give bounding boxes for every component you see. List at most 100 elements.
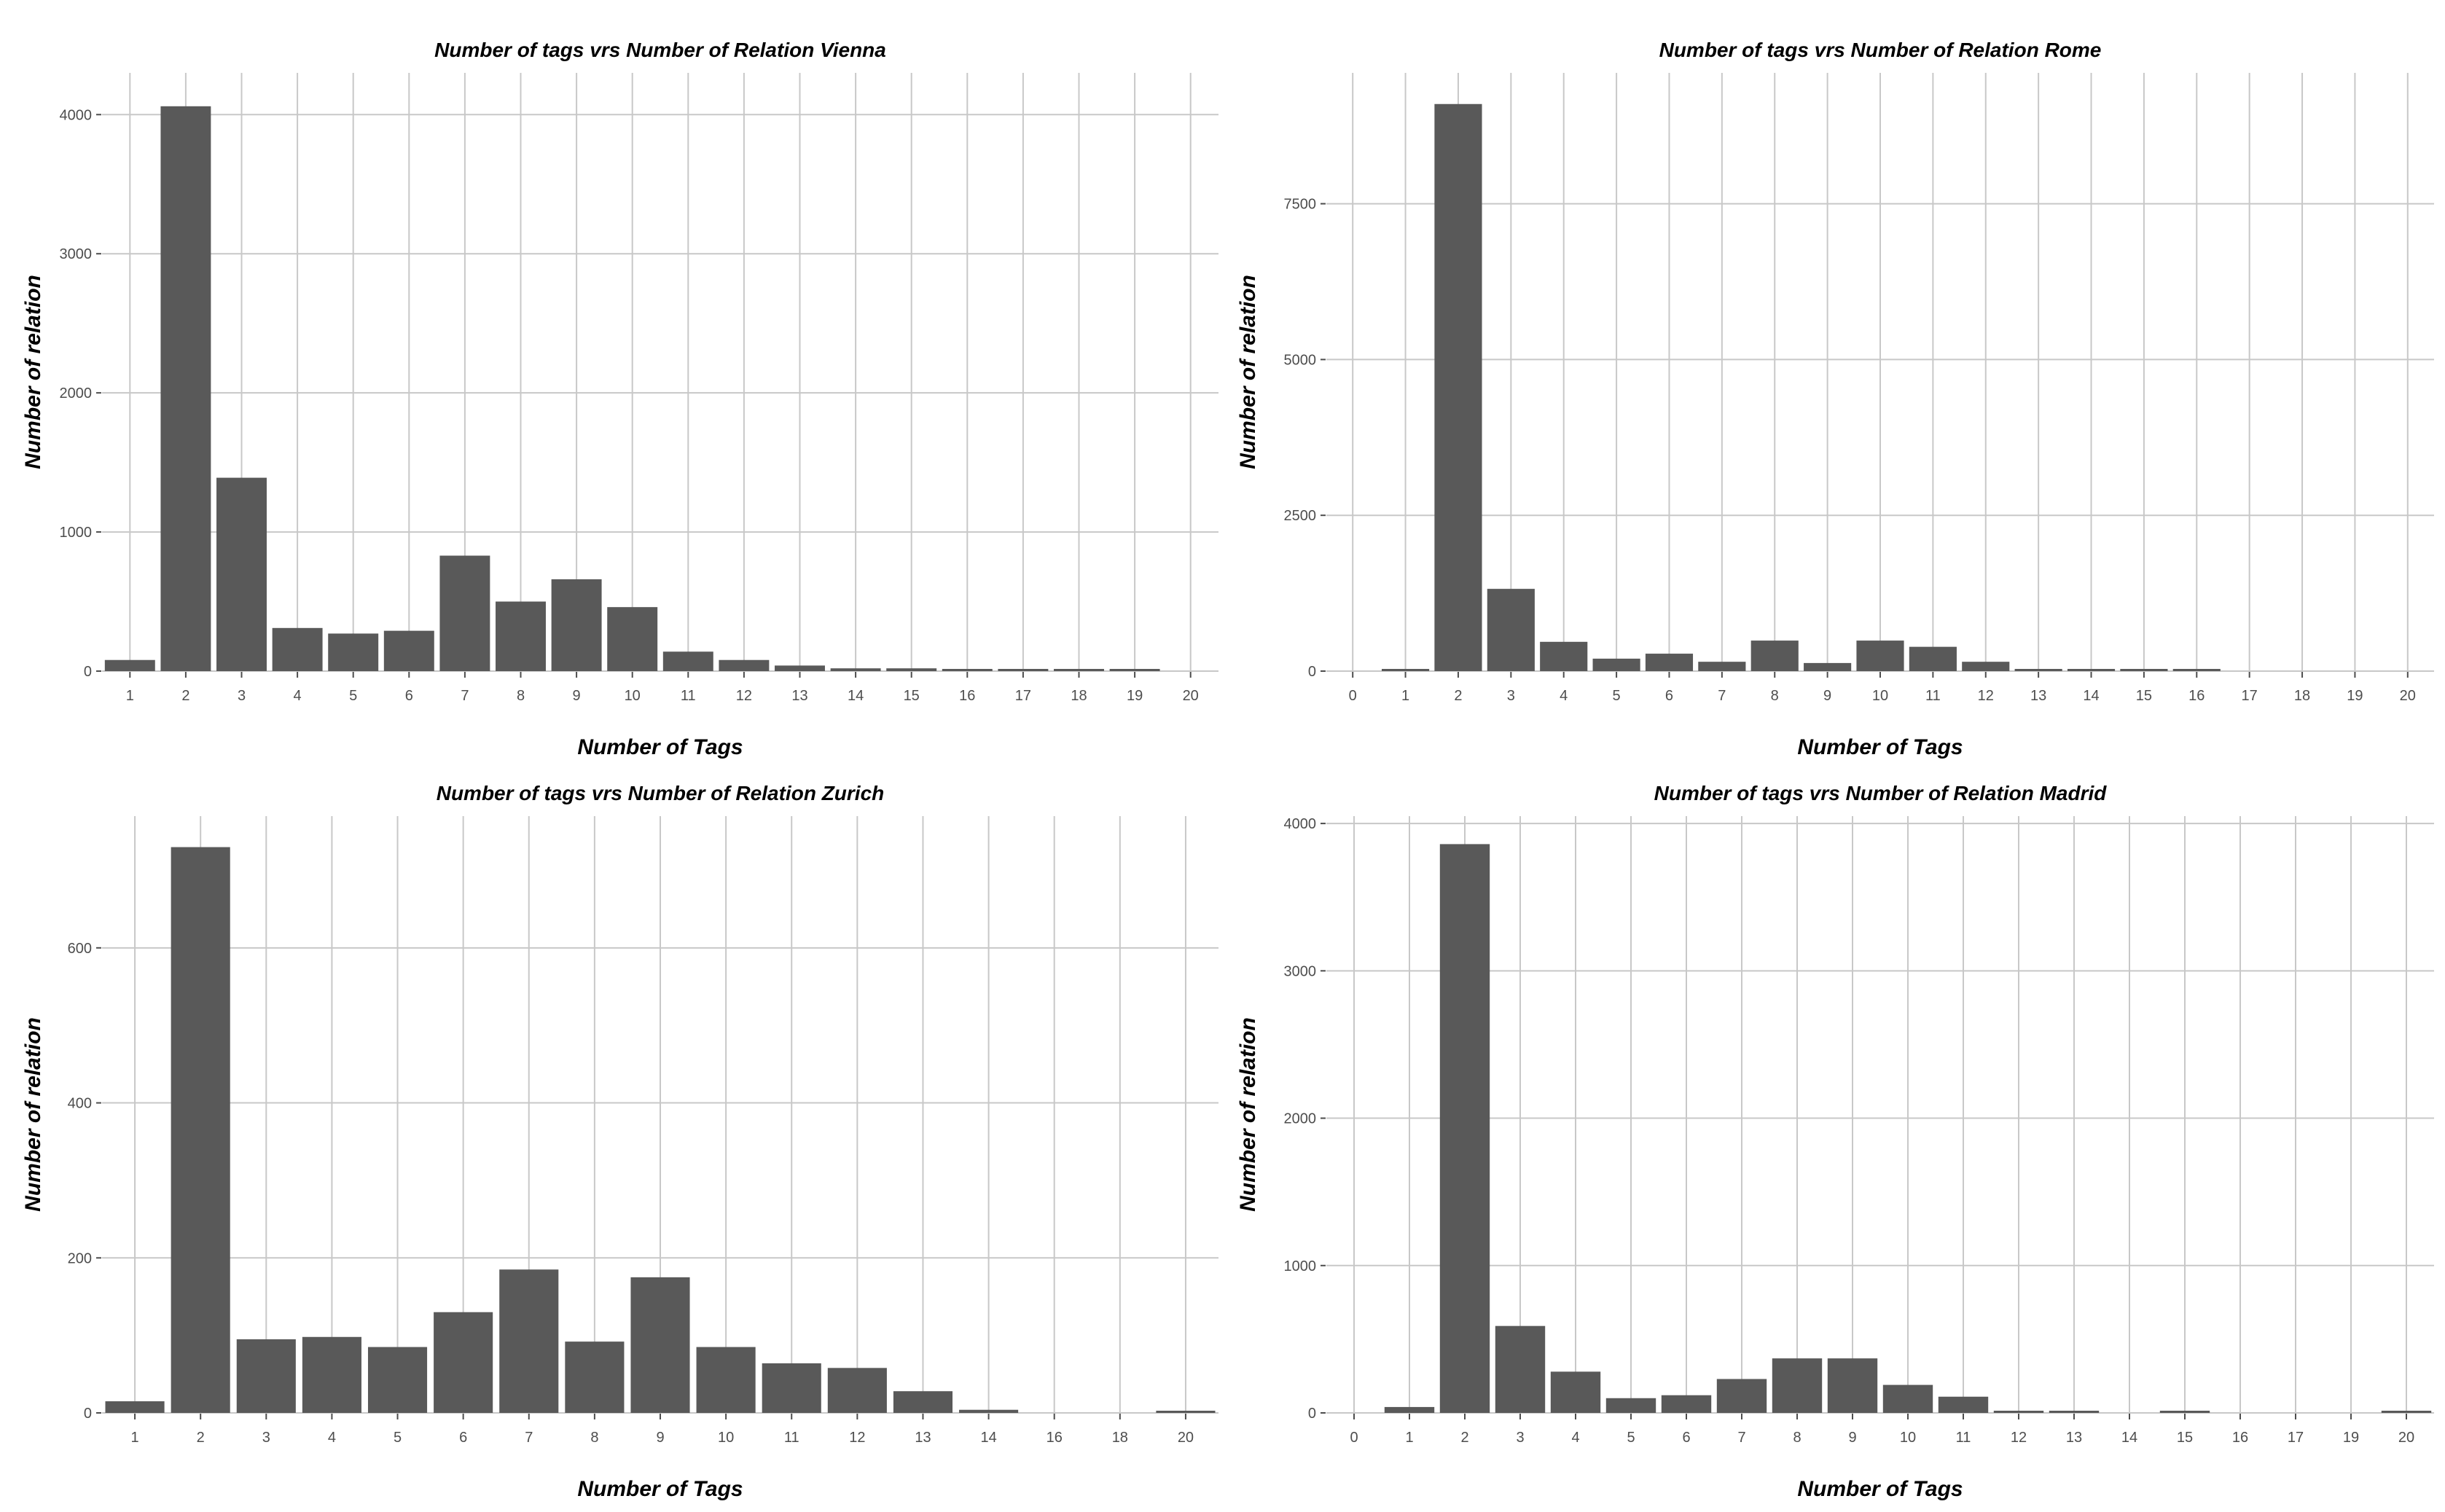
bar-3 — [1495, 1325, 1546, 1413]
bar-12 — [1993, 1411, 2044, 1413]
x-tick-label: 5 — [349, 688, 357, 704]
y-tick-label: 0 — [84, 1406, 92, 1422]
x-tick-label: 11 — [1956, 1430, 1971, 1446]
x-tick-label: 8 — [1793, 1430, 1801, 1446]
bar-2 — [1434, 103, 1482, 671]
y-axis-label: Number of relation — [1236, 275, 1260, 469]
bar-6 — [383, 630, 434, 671]
x-tick-label: 1 — [1405, 1430, 1413, 1446]
bar-13 — [2014, 669, 2062, 671]
chart-title: Number of tags vrs Number of Relation Zu… — [437, 782, 885, 804]
x-tick-label: 16 — [2232, 1430, 2248, 1446]
bar-11 — [662, 651, 713, 671]
x-axis-label: Number of Tags — [1797, 1477, 1963, 1501]
x-tick-label: 14 — [2083, 688, 2099, 704]
x-tick-label: 19 — [2343, 1430, 2359, 1446]
bar-7 — [499, 1269, 559, 1413]
x-tick-label: 6 — [405, 688, 413, 704]
bar-4 — [302, 1336, 361, 1413]
x-tick-label: 7 — [1737, 1430, 1745, 1446]
y-axis-label: Number of relation — [1236, 1017, 1260, 1212]
x-tick-label: 10 — [718, 1430, 734, 1446]
bar-3 — [1487, 589, 1535, 671]
y-axis-label: Number of relation — [21, 1017, 45, 1212]
x-tick-label: 13 — [2030, 688, 2046, 704]
x-tick-label: 9 — [573, 688, 581, 704]
bar-12 — [827, 1368, 887, 1413]
bar-5 — [328, 633, 379, 671]
x-tick-label: 11 — [1925, 688, 1941, 704]
x-tick-label: 8 — [1771, 688, 1779, 704]
x-tick-label: 0 — [1349, 688, 1357, 704]
x-axis-label: Number of Tags — [1797, 735, 1963, 759]
y-tick-label: 400 — [68, 1096, 92, 1112]
bar-11 — [1938, 1396, 1989, 1413]
x-tick-label: 12 — [736, 688, 752, 704]
x-tick-label: 9 — [656, 1430, 664, 1446]
x-tick-label: 4 — [294, 688, 302, 704]
bar-13 — [775, 665, 825, 671]
x-tick-label: 6 — [1682, 1430, 1690, 1446]
x-tick-label: 7 — [461, 688, 469, 704]
bar-9 — [551, 579, 602, 671]
bar-5 — [367, 1347, 428, 1413]
y-tick-label: 0 — [84, 664, 92, 680]
bar-9 — [1827, 1358, 1878, 1413]
x-tick-label: 20 — [1183, 688, 1199, 704]
bar-8 — [565, 1341, 625, 1413]
x-tick-label: 3 — [1516, 1430, 1524, 1446]
x-tick-label: 20 — [2398, 1430, 2414, 1446]
x-tick-label: 14 — [848, 688, 864, 704]
x-tick-label: 1 — [126, 688, 134, 704]
bar-8 — [1750, 641, 1799, 671]
bar-1 — [104, 659, 155, 671]
y-tick-label: 200 — [68, 1250, 92, 1266]
bar-12 — [719, 659, 770, 671]
bar-12 — [1962, 662, 2010, 671]
bar-18 — [1054, 669, 1104, 671]
bar-9 — [630, 1277, 690, 1413]
y-tick-label: 3000 — [60, 246, 93, 262]
bar-2 — [171, 847, 230, 1413]
bar-1 — [1382, 669, 1430, 671]
bar-7 — [1716, 1379, 1767, 1413]
bar-3 — [216, 477, 267, 671]
bar-14 — [830, 668, 881, 671]
chart-title: Number of tags vrs Number of Relation Ma… — [1654, 782, 2108, 804]
x-tick-label: 10 — [625, 688, 641, 704]
bar-19 — [1109, 669, 1160, 671]
x-tick-label: 10 — [1900, 1430, 1916, 1446]
bar-7 — [439, 555, 490, 671]
bar-20 — [2381, 1411, 2432, 1413]
x-tick-label: 2 — [1454, 688, 1462, 704]
bar-9 — [1804, 662, 1852, 671]
x-axis-label: Number of Tags — [577, 1477, 743, 1501]
x-tick-label: 18 — [1071, 688, 1087, 704]
bar-6 — [1661, 1395, 1712, 1413]
y-tick-label: 2500 — [1284, 508, 1317, 524]
x-tick-label: 4 — [328, 1430, 336, 1446]
x-tick-label: 3 — [262, 1430, 270, 1446]
y-tick-label: 5000 — [1284, 352, 1317, 368]
x-tick-label: 11 — [784, 1430, 799, 1446]
x-tick-label: 20 — [1178, 1430, 1194, 1446]
bar-16 — [942, 669, 993, 671]
x-tick-label: 5 — [1627, 1430, 1635, 1446]
x-tick-label: 17 — [1015, 688, 1031, 704]
x-tick-label: 20 — [2400, 688, 2416, 704]
bar-10 — [696, 1347, 756, 1413]
x-tick-label: 5 — [394, 1430, 402, 1446]
x-tick-label: 6 — [459, 1430, 467, 1446]
x-tick-label: 7 — [1718, 688, 1726, 704]
x-tick-label: 15 — [904, 688, 920, 704]
y-tick-label: 4000 — [60, 107, 93, 123]
x-tick-label: 16 — [2188, 688, 2205, 704]
bar-2 — [160, 106, 211, 672]
x-tick-label: 5 — [1613, 688, 1621, 704]
y-tick-label: 2000 — [1284, 1111, 1317, 1127]
x-tick-label: 2 — [197, 1430, 205, 1446]
x-tick-label: 3 — [238, 688, 246, 704]
